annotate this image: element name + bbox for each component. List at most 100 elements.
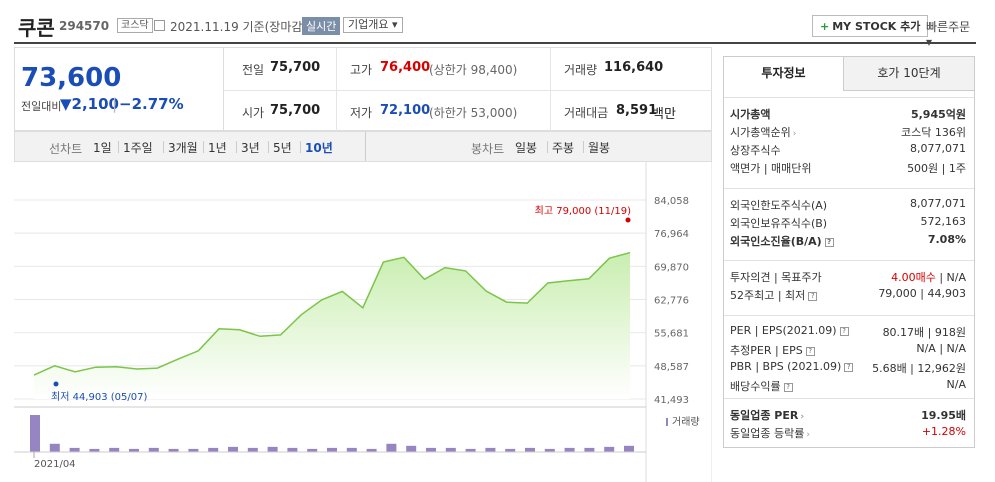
volume-bar xyxy=(465,448,476,452)
info-value: 코스닥 136위 xyxy=(901,126,966,139)
info-key[interactable]: 동일업종 등락률 › xyxy=(730,427,810,440)
help-icon[interactable]: ? xyxy=(839,327,849,336)
period-5[interactable]: 5년 xyxy=(273,141,292,155)
y-tick-label: 76,964 xyxy=(654,229,689,240)
volume-bar xyxy=(445,447,456,452)
candle-period-0[interactable]: 일봉 xyxy=(515,141,538,155)
divider: | xyxy=(112,95,118,113)
info-key: 52주최고 | 최저? xyxy=(730,287,818,303)
candle-period-2[interactable]: 월봉 xyxy=(588,141,611,155)
volume-bar xyxy=(406,445,417,452)
mystock-label: MY STOCK 추가 xyxy=(832,20,921,33)
period-1[interactable]: 1주일 xyxy=(123,141,153,155)
calendar-icon xyxy=(154,20,165,31)
volume-bar xyxy=(485,447,496,452)
info-row: 52주최고 | 최저? 79,000 | 44,903 xyxy=(730,285,966,303)
info-value: +1.28% xyxy=(921,425,966,438)
volume-bar xyxy=(624,445,634,452)
period-6[interactable]: 10년 xyxy=(305,141,333,155)
quick-order-dropdown[interactable]: 빠른주문 ▾ xyxy=(926,20,971,49)
volume-bar xyxy=(208,447,219,452)
amount-unit: 백만 xyxy=(652,107,676,122)
realtime-button[interactable]: 실시간 xyxy=(302,17,341,35)
tab-order-book[interactable]: 호가 10단계 xyxy=(844,57,974,91)
info-key: 외국인보유주식수(B) xyxy=(730,217,828,230)
chevron-right-icon: › xyxy=(792,129,797,139)
prev-value: 75,700 xyxy=(270,60,321,75)
high-label: 고가 xyxy=(350,63,373,77)
help-icon[interactable]: ? xyxy=(805,347,815,356)
y-tick-label: 62,776 xyxy=(654,296,689,307)
company-info-dropdown[interactable]: 기업개요 ▾ xyxy=(343,17,403,33)
info-key: 시가총액 xyxy=(730,108,771,121)
amount-value: 8,591 xyxy=(616,103,658,118)
info-key: 외국인소진율(B/A)? xyxy=(730,233,834,249)
volume-bar xyxy=(30,415,40,452)
help-icon[interactable]: ? xyxy=(783,383,793,392)
info-row: PBR | BPS (2021.09)? 5.68배 | 12,962원 xyxy=(730,358,966,376)
help-icon[interactable]: ? xyxy=(844,363,854,372)
prev-label: 전일 xyxy=(242,63,265,77)
info-row: 동일업종 등락률 › +1.28% xyxy=(730,423,966,441)
volume-bar xyxy=(49,443,60,452)
max-marker xyxy=(625,217,631,223)
info-key: 액면가 | 매매단위 xyxy=(730,162,812,175)
info-key: PER | EPS(2021.09)? xyxy=(730,324,849,337)
divider xyxy=(203,141,204,153)
info-key: 상장주식수 xyxy=(730,144,781,157)
divider xyxy=(365,132,366,161)
stock-code: 294570 xyxy=(59,19,110,33)
info-value: 4.00매수 | N/A xyxy=(891,271,966,284)
info-value: 79,000 | 44,903 xyxy=(878,287,966,300)
period-0[interactable]: 1일 xyxy=(93,141,112,155)
info-value: 5,945억원 xyxy=(910,108,966,121)
price-change: ▼2,100 xyxy=(60,95,119,113)
period-3[interactable]: 1년 xyxy=(208,141,227,155)
period-2[interactable]: 3개월 xyxy=(168,141,198,155)
min-label: 최저 44,903 (05/07) xyxy=(51,391,147,403)
info-key: 추정PER | EPS? xyxy=(730,342,815,358)
volume-bar xyxy=(267,446,278,452)
chevron-right-icon: › xyxy=(800,412,805,422)
y-tick-label: 41,493 xyxy=(654,395,689,406)
change-label: 전일대비 xyxy=(21,100,62,113)
low-label: 저가 xyxy=(350,106,373,120)
volume-bar xyxy=(366,448,377,452)
help-icon[interactable]: ? xyxy=(824,238,834,247)
divider xyxy=(300,141,301,153)
info-row: 액면가 | 매매단위 500원 | 1주 xyxy=(730,158,966,176)
info-value: 80.17배 | 918원 xyxy=(882,326,966,339)
info-row: 상장주식수 8,077,071 xyxy=(730,140,966,158)
help-icon[interactable]: ? xyxy=(808,292,818,301)
info-row: 외국인보유주식수(B) 572,163 xyxy=(730,213,966,231)
info-key: 배당수익률? xyxy=(730,378,793,394)
volume-bar xyxy=(505,448,516,452)
info-value: 7.08% xyxy=(927,233,966,246)
info-group-2: 투자의견 | 목표주가 4.00매수 | N/A 52주최고 | 최저? 79,000… xyxy=(724,260,974,306)
volume-bar xyxy=(168,448,179,452)
upper-limit: (상한가 98,400) xyxy=(429,63,518,77)
y-tick-label: 84,058 xyxy=(654,196,689,207)
info-value: 8,077,071 xyxy=(910,142,966,155)
volume-bar xyxy=(287,447,298,452)
candle-period-1[interactable]: 주봉 xyxy=(552,141,575,155)
volume-legend-label: 거래량 xyxy=(672,416,700,428)
divider xyxy=(236,141,237,153)
info-key[interactable]: 시가총액순위 › xyxy=(730,126,797,139)
info-key[interactable]: 동일업종 PER › xyxy=(730,409,805,422)
mystock-add-button[interactable]: + MY STOCK 추가 xyxy=(812,15,929,37)
volume-bar xyxy=(564,447,575,452)
stock-header: 쿠콘 294570 코스닥 2021.11.19 기준(장마감) 실시간 기업개… xyxy=(14,8,976,49)
price-summary: 전일 75,700 고가 76,400 (상한가 98,400) 거래량 116… xyxy=(224,47,712,132)
max-label: 최고 79,000 (11/19) xyxy=(535,205,631,217)
info-value: 8,077,071 xyxy=(910,197,966,210)
volume-bar xyxy=(228,446,238,452)
volume-value: 116,640 xyxy=(604,60,664,75)
volume-bar xyxy=(247,447,258,452)
tab-invest-info[interactable]: 투자정보 xyxy=(724,57,844,91)
volume-bar xyxy=(188,448,199,452)
high-value: 76,400 xyxy=(380,60,431,75)
plus-icon: + xyxy=(820,20,830,33)
period-4[interactable]: 3년 xyxy=(241,141,260,155)
